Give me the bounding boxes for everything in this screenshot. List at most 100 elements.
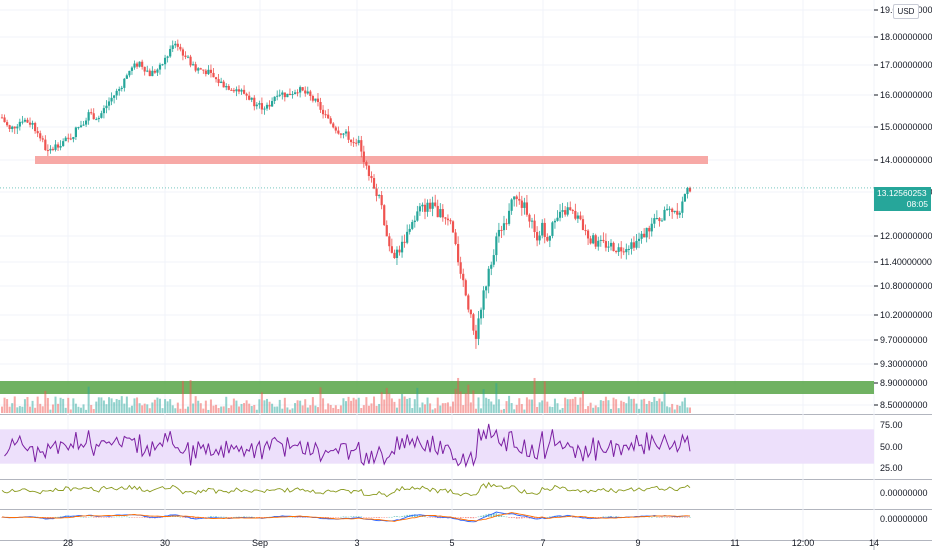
volume-bar — [125, 396, 128, 413]
candle-body — [676, 210, 679, 215]
macd-histogram-bar — [658, 517, 661, 518]
macd-histogram-bar — [424, 516, 426, 518]
candle-body — [395, 249, 399, 259]
candle-body — [658, 218, 661, 222]
macd-histogram-bar — [464, 517, 467, 519]
candle-body — [240, 89, 243, 92]
volume-bar — [610, 408, 613, 413]
candle-body — [258, 103, 261, 105]
candle-body — [543, 222, 546, 237]
macd-histogram-bar — [222, 516, 225, 518]
macd-histogram-bar — [515, 517, 518, 519]
candle-body — [21, 121, 24, 123]
volume-bar — [194, 396, 197, 413]
time-axis[interactable]: 28 30 Sep 3 5 7 9 11 12:00 14 — [63, 538, 879, 548]
time-axis-label: 30 — [160, 538, 170, 548]
volume-bar — [334, 405, 337, 413]
volume-bar — [39, 403, 42, 413]
macd-histogram-bar — [304, 517, 307, 518]
macd-histogram-bar — [360, 516, 363, 518]
candle-body — [548, 235, 551, 241]
candle-body — [378, 195, 381, 197]
candle-body — [250, 97, 253, 100]
candle-body — [123, 78, 126, 88]
candle-body — [245, 93, 248, 96]
price-axis[interactable]: 19.0000000018.0000000017.0000000016.0000… — [874, 5, 932, 524]
candle-body — [663, 209, 666, 221]
macd-histogram-bar — [523, 517, 526, 519]
volume-bar — [153, 399, 156, 413]
candle-body — [627, 248, 630, 250]
candle-body — [158, 64, 162, 70]
candle-body — [3, 117, 6, 123]
candle-body — [51, 148, 55, 150]
volume-bar — [683, 397, 686, 413]
macd-histogram-bar — [370, 517, 373, 518]
volume-bar — [230, 405, 233, 413]
volume-bar — [612, 397, 615, 413]
volume-bar — [452, 401, 455, 413]
macd-histogram-bar — [128, 516, 131, 518]
volume-bar — [444, 403, 447, 413]
volume-bar — [31, 400, 34, 413]
macd-histogram-bar — [171, 516, 174, 517]
candle-body — [77, 127, 80, 129]
volume-bar — [197, 400, 200, 413]
volume-bar — [352, 397, 355, 413]
candle-body — [135, 63, 139, 67]
volume-bar — [671, 403, 674, 413]
volume-bar — [87, 386, 90, 413]
macd-histogram-bar — [118, 516, 121, 518]
macd-histogram-bar — [475, 517, 477, 518]
volume-bar — [666, 406, 669, 413]
candle-body — [431, 202, 434, 209]
candle-body — [436, 205, 439, 218]
candle-body — [255, 104, 258, 107]
candle-body — [643, 233, 646, 238]
volume-bar — [253, 404, 256, 413]
candle-body — [278, 94, 281, 96]
volume-bar — [276, 406, 279, 413]
volume-bar — [421, 402, 424, 413]
candle-body — [304, 90, 307, 94]
candle-body — [472, 314, 475, 331]
volume-bar — [385, 387, 388, 413]
volume-bar — [64, 407, 67, 413]
candle-body — [612, 242, 615, 252]
volume-bar — [490, 401, 493, 413]
candle-body — [530, 220, 534, 222]
volume-bar — [108, 397, 111, 413]
current-price-tag: 13.12560253 08:05 — [874, 187, 931, 211]
volume-bar — [245, 400, 248, 413]
candle-body — [87, 112, 90, 121]
macd-histogram-bar — [505, 516, 508, 518]
candle-body — [556, 217, 559, 221]
candle-body — [31, 122, 34, 125]
volume-bar — [11, 403, 14, 413]
macd-histogram-bar — [454, 517, 457, 518]
volume-bar — [69, 409, 72, 413]
macd-histogram-bar — [656, 516, 658, 518]
macd-histogram-bar — [235, 516, 238, 518]
volume-bar — [1, 406, 3, 413]
currency-badge[interactable]: USD — [893, 4, 919, 19]
candle-body — [166, 56, 169, 58]
volume-bar — [533, 377, 536, 413]
macd-histogram-bar — [294, 517, 296, 518]
volume-bar — [401, 393, 404, 413]
time-axis-label: 14 — [869, 538, 879, 548]
candle-body — [370, 176, 373, 179]
macd-histogram-bar — [363, 517, 365, 518]
volume-bar — [217, 407, 220, 413]
candle-body — [459, 262, 462, 274]
candle-body — [11, 126, 14, 130]
volume-bar — [365, 397, 368, 413]
volume-bar — [26, 397, 29, 413]
macd-histogram-bar — [612, 516, 615, 518]
macd-histogram-bar — [393, 516, 396, 517]
volume-bar — [650, 401, 653, 413]
volume-bar — [569, 399, 572, 413]
macd-histogram-bar — [661, 517, 663, 518]
macd-histogram-bar — [138, 517, 141, 518]
